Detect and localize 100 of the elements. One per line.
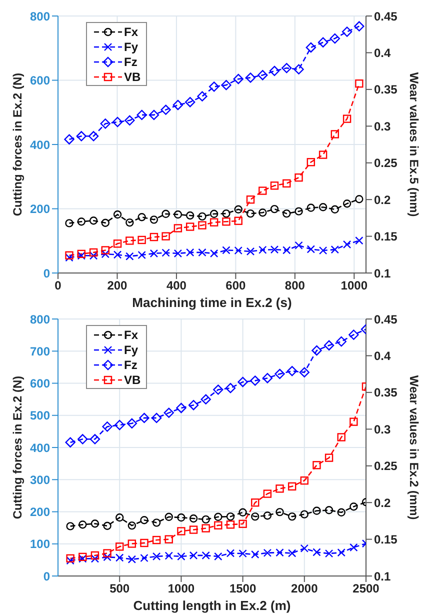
y-tick-label: 400 xyxy=(30,138,50,152)
point xyxy=(197,91,208,102)
point xyxy=(174,249,182,258)
point xyxy=(288,512,296,521)
point xyxy=(342,240,352,249)
point xyxy=(258,70,268,80)
y-tick-label: 600 xyxy=(30,376,50,391)
y2-tick-label: 0.15 xyxy=(374,532,398,547)
point xyxy=(186,211,194,220)
point xyxy=(238,376,248,388)
point xyxy=(225,382,236,394)
point xyxy=(270,245,279,254)
point xyxy=(276,484,284,493)
y2-tick-label: 0.15 xyxy=(374,230,398,244)
point xyxy=(198,212,206,221)
point xyxy=(306,245,316,254)
point xyxy=(246,247,255,256)
y2-tick-label: 0.2 xyxy=(374,192,392,207)
point xyxy=(152,518,161,527)
point xyxy=(150,232,158,242)
point xyxy=(324,340,334,350)
point xyxy=(233,74,244,84)
point xyxy=(66,522,74,530)
legend-label: Fz xyxy=(124,54,138,68)
y-tick-label: 800 xyxy=(30,312,50,326)
point xyxy=(186,248,194,257)
point xyxy=(330,33,340,44)
point xyxy=(177,552,186,561)
point xyxy=(318,37,328,48)
point xyxy=(139,412,150,424)
point xyxy=(274,368,285,380)
point xyxy=(288,549,296,558)
x-tick-label: 800 xyxy=(284,278,306,293)
point xyxy=(350,418,358,426)
point xyxy=(78,434,88,444)
y2-tick-label: 0.35 xyxy=(374,386,398,400)
y-tick-label: 200 xyxy=(30,202,50,216)
point xyxy=(66,554,74,562)
x-tick-label: 2500 xyxy=(352,582,380,596)
y-tick-label: 200 xyxy=(30,505,50,520)
point xyxy=(238,508,247,516)
y-tick-label: 400 xyxy=(30,440,50,455)
point xyxy=(234,246,242,255)
point xyxy=(312,345,322,356)
point xyxy=(213,384,224,395)
point xyxy=(100,118,110,129)
point xyxy=(65,253,74,262)
point xyxy=(188,400,199,410)
point xyxy=(126,218,134,227)
point xyxy=(162,210,170,218)
point xyxy=(330,205,340,214)
point xyxy=(152,536,161,544)
y-axis-title: Cutting forces in Ex.2 (N) xyxy=(10,376,24,520)
point xyxy=(101,218,110,227)
point xyxy=(200,394,211,404)
point xyxy=(103,549,112,558)
point xyxy=(286,366,298,376)
point xyxy=(282,179,291,188)
y2-tick-label: 0.3 xyxy=(374,422,392,436)
point xyxy=(90,434,100,444)
point xyxy=(174,224,182,232)
point xyxy=(176,402,186,414)
point xyxy=(113,250,122,259)
point xyxy=(113,240,122,248)
point xyxy=(164,512,173,521)
point xyxy=(101,250,110,258)
point xyxy=(269,66,280,76)
point xyxy=(101,246,110,254)
point xyxy=(330,245,340,254)
point xyxy=(128,540,136,548)
point xyxy=(318,203,328,212)
point xyxy=(66,556,74,565)
point xyxy=(65,219,74,228)
y2-tick-label: 0.3 xyxy=(374,119,392,134)
legend-label: Fy xyxy=(124,40,138,54)
point xyxy=(76,131,86,142)
point xyxy=(116,554,124,562)
point xyxy=(251,550,260,559)
point xyxy=(116,513,124,522)
point xyxy=(294,241,303,250)
point xyxy=(214,521,222,530)
point xyxy=(306,42,316,53)
point xyxy=(312,548,321,556)
y2-tick-label: 0.1 xyxy=(374,266,392,280)
point xyxy=(294,173,303,182)
point xyxy=(90,520,100,528)
x-tick-label: 600 xyxy=(226,278,246,293)
point xyxy=(226,549,235,558)
point xyxy=(126,252,134,260)
point xyxy=(214,552,222,561)
point xyxy=(306,158,316,166)
y2-axis-title: Wear values in Ex.2 (mm) xyxy=(406,375,421,520)
point xyxy=(189,526,198,534)
point xyxy=(140,554,148,562)
point xyxy=(210,218,218,226)
point xyxy=(208,82,220,92)
point xyxy=(140,538,148,548)
y-tick-label: 0 xyxy=(43,266,50,280)
legend-label: Fx xyxy=(124,328,138,342)
point xyxy=(90,551,100,560)
